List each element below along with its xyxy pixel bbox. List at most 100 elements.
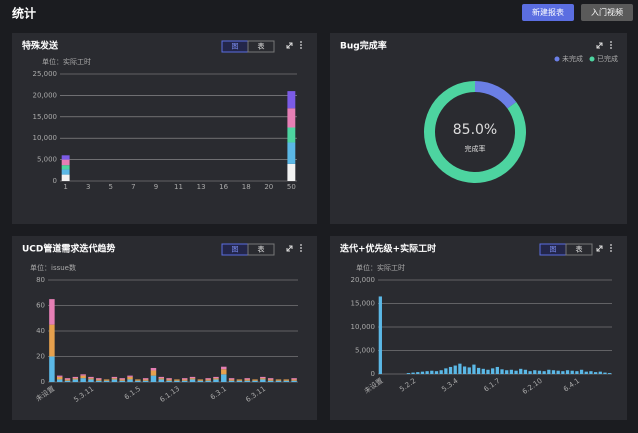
legend-label: 未完成 (562, 54, 583, 63)
menu-icon[interactable] (300, 244, 302, 246)
menu-icon[interactable] (610, 44, 612, 46)
menu-icon[interactable] (610, 41, 612, 43)
toggle-label[interactable]: 图 (550, 246, 557, 254)
bar-segment (228, 380, 235, 382)
bar-segment (228, 379, 235, 381)
y-tick-label: 20,000 (351, 276, 376, 284)
bar-segment (150, 367, 157, 371)
bar (420, 371, 425, 374)
toggle-label[interactable]: 图 (232, 43, 239, 51)
bar (505, 370, 509, 374)
bar-segment (150, 375, 157, 382)
bar (509, 369, 514, 374)
bar (458, 363, 462, 374)
bar-segment (49, 356, 55, 382)
bar (425, 371, 429, 374)
bar-segment (252, 379, 258, 381)
bar-segment (205, 378, 211, 380)
menu-icon[interactable] (610, 47, 612, 49)
bar (448, 366, 453, 374)
bar-segment (111, 379, 118, 382)
menu-icon[interactable] (300, 41, 302, 43)
y-tick-label: 5,000 (355, 347, 375, 355)
bar-segment (287, 127, 296, 143)
bar-segment (287, 108, 296, 128)
bar-segment (291, 379, 297, 381)
bar-segment (49, 299, 55, 325)
y-tick-label: 80 (36, 276, 45, 284)
menu-icon[interactable] (610, 244, 612, 246)
bar-segment (189, 376, 196, 379)
expand-icon[interactable] (286, 42, 293, 49)
bar-segment (56, 379, 63, 382)
menu-icon[interactable] (610, 250, 612, 252)
button-label[interactable]: 新建报表 (532, 7, 564, 17)
page-title: 统计 (12, 6, 36, 21)
toggle-label[interactable]: 表 (258, 42, 265, 51)
new-report-button[interactable] (522, 4, 574, 21)
bar-segment (275, 379, 282, 381)
bar (584, 371, 588, 374)
y-tick-label: 20 (36, 353, 45, 361)
bar-segment (61, 174, 70, 181)
bar-segment (267, 380, 274, 382)
menu-icon[interactable] (300, 247, 302, 249)
bar (486, 369, 490, 374)
bar-segment (61, 159, 70, 166)
legend-swatch (554, 56, 560, 62)
bar-segment (111, 378, 118, 380)
bar-segment (189, 378, 196, 380)
bar-segment (174, 380, 180, 382)
bar-segment (236, 379, 243, 381)
bar-segment (142, 378, 149, 380)
bar-segment (283, 379, 290, 381)
panel (12, 236, 317, 420)
bar (551, 370, 556, 374)
expand-icon[interactable] (596, 42, 603, 49)
bar-segment (189, 379, 196, 382)
bar (575, 371, 579, 374)
bar-segment (221, 369, 227, 375)
bar-segment (127, 375, 133, 377)
bar (453, 365, 457, 374)
toggle-button[interactable] (565, 243, 593, 256)
unit-label: 单位：实际工时 (356, 263, 405, 272)
intro-video-button[interactable] (581, 4, 633, 21)
menu-icon[interactable] (610, 247, 612, 249)
bar-segment (103, 380, 110, 382)
bar (467, 367, 471, 374)
menu-icon[interactable] (300, 47, 302, 49)
bar-segment (244, 379, 250, 381)
bar-segment (287, 91, 296, 109)
x-tick-label: 18 (242, 183, 251, 191)
menu-icon[interactable] (300, 44, 302, 46)
bar (500, 369, 504, 374)
bar-segment (291, 378, 297, 380)
toggle-label[interactable]: 表 (258, 245, 265, 254)
bar (444, 368, 448, 374)
toggle-label[interactable]: 表 (576, 245, 583, 254)
bar-segment (275, 380, 282, 382)
bar-segment (197, 379, 204, 381)
toggle-button[interactable] (247, 40, 275, 53)
toggle-button[interactable] (247, 243, 275, 256)
bar-segment (287, 142, 296, 164)
bar-segment (127, 379, 133, 382)
bar-segment (213, 376, 219, 379)
x-tick-label: 16 (219, 183, 228, 191)
toggle-label[interactable]: 图 (232, 246, 239, 254)
bar-segment (61, 165, 70, 170)
bar-segment (88, 378, 94, 380)
button-label[interactable]: 入门视频 (591, 7, 623, 17)
expand-icon[interactable] (286, 245, 293, 252)
bar-segment (88, 379, 94, 382)
bar-segment (72, 379, 79, 382)
bar-segment (166, 379, 172, 381)
bar-segment (166, 380, 172, 382)
bar (495, 366, 499, 374)
bar-segment (158, 378, 165, 380)
expand-icon[interactable] (596, 245, 603, 252)
bar-segment (221, 366, 227, 370)
bar-segment (260, 376, 266, 379)
menu-icon[interactable] (300, 250, 302, 252)
